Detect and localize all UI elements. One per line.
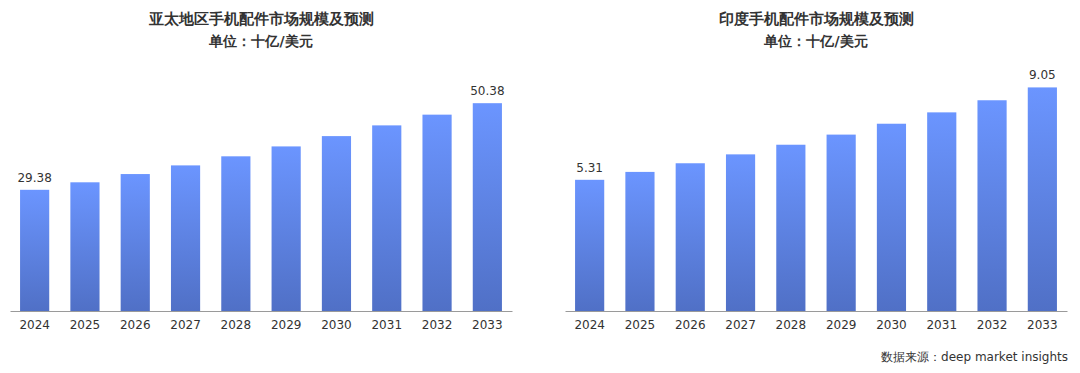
bar bbox=[20, 190, 49, 311]
tick: 2029 bbox=[271, 311, 302, 332]
source-note: 数据来源：deep market insights bbox=[881, 350, 1068, 364]
tick-label: 2026 bbox=[120, 318, 151, 332]
bar bbox=[272, 146, 301, 311]
x-axis-line bbox=[566, 311, 1068, 312]
tick-label: 2032 bbox=[977, 318, 1008, 332]
tick-label: 2027 bbox=[725, 318, 756, 332]
tick: 2024 bbox=[574, 311, 605, 332]
tick-label: 2027 bbox=[170, 318, 201, 332]
tick: 2030 bbox=[321, 311, 352, 332]
tick: 2033 bbox=[1027, 311, 1058, 332]
tick: 2026 bbox=[675, 311, 706, 332]
bar bbox=[422, 115, 451, 311]
tick-label: 2033 bbox=[472, 318, 503, 332]
chart-subtitle: 单位：十亿/美元 bbox=[763, 33, 867, 49]
canvas: 亚太地区手机配件市场规模及预测单位：十亿/美元20242025202620272… bbox=[0, 0, 1080, 373]
bar bbox=[171, 165, 200, 311]
tick-label: 2025 bbox=[70, 318, 101, 332]
tick-label: 2030 bbox=[321, 318, 352, 332]
tick: 2025 bbox=[70, 311, 101, 332]
tick: 2032 bbox=[977, 311, 1008, 332]
tick: 2029 bbox=[826, 311, 857, 332]
bar bbox=[726, 154, 755, 311]
bar bbox=[121, 174, 150, 311]
tick-label: 2028 bbox=[221, 318, 252, 332]
data-label: 29.38 bbox=[17, 171, 51, 185]
tick: 2032 bbox=[422, 311, 453, 332]
tick-label: 2031 bbox=[926, 318, 957, 332]
tick-label: 2026 bbox=[675, 318, 706, 332]
tick-label: 2024 bbox=[574, 318, 605, 332]
bar bbox=[221, 156, 250, 311]
tick-label: 2024 bbox=[19, 318, 50, 332]
bar bbox=[372, 125, 401, 311]
tick-label: 2029 bbox=[826, 318, 857, 332]
bar bbox=[877, 124, 906, 311]
chart-subtitle: 单位：十亿/美元 bbox=[208, 33, 312, 49]
tick-label: 2033 bbox=[1027, 318, 1058, 332]
tick: 2031 bbox=[371, 311, 402, 332]
bar bbox=[322, 136, 351, 311]
tick-label: 2032 bbox=[422, 318, 453, 332]
x-axis: 2024 2025 2026 2027 2028 2029 2030 2031 2032 2033 bbox=[11, 311, 513, 332]
chart-title: 亚太地区手机配件市场规模及预测 bbox=[148, 10, 374, 28]
data-labels: 5.31 9.05 bbox=[576, 68, 1055, 174]
panel: 印度手机配件市场规模及预测单位：十亿/美元2024202520262027202… bbox=[566, 10, 1068, 332]
tick: 2031 bbox=[926, 311, 957, 332]
tick: 2027 bbox=[725, 311, 756, 332]
x-axis-line bbox=[11, 311, 513, 312]
bar bbox=[473, 103, 502, 311]
data-label: 50.38 bbox=[470, 84, 504, 98]
bars bbox=[20, 103, 502, 311]
data-label: 9.05 bbox=[1029, 68, 1056, 82]
x-axis: 2024 2025 2026 2027 2028 2029 2030 2031 2032 2033 bbox=[566, 311, 1068, 332]
tick: 2026 bbox=[120, 311, 151, 332]
bar bbox=[1028, 87, 1057, 311]
tick-label: 2029 bbox=[271, 318, 302, 332]
tick: 2028 bbox=[221, 311, 252, 332]
tick-label: 2028 bbox=[776, 318, 807, 332]
bar bbox=[70, 182, 99, 311]
data-label: 5.31 bbox=[576, 161, 603, 175]
tick-label: 2025 bbox=[625, 318, 656, 332]
tick: 2024 bbox=[19, 311, 50, 332]
bar bbox=[676, 163, 705, 311]
chart-title: 印度手机配件市场规模及预测 bbox=[719, 10, 914, 28]
tick-label: 2030 bbox=[876, 318, 907, 332]
bar bbox=[625, 172, 654, 311]
bar bbox=[827, 135, 856, 311]
bar bbox=[977, 100, 1006, 311]
tick: 2030 bbox=[876, 311, 907, 332]
tick: 2027 bbox=[170, 311, 201, 332]
bar bbox=[927, 112, 956, 311]
bar bbox=[776, 145, 805, 311]
panel: 亚太地区手机配件市场规模及预测单位：十亿/美元20242025202620272… bbox=[11, 10, 513, 332]
data-labels: 29.38 50.38 bbox=[17, 84, 504, 185]
bar bbox=[575, 180, 604, 311]
tick: 2033 bbox=[472, 311, 503, 332]
tick-label: 2031 bbox=[371, 318, 402, 332]
bars bbox=[575, 87, 1057, 311]
tick: 2025 bbox=[625, 311, 656, 332]
tick: 2028 bbox=[776, 311, 807, 332]
